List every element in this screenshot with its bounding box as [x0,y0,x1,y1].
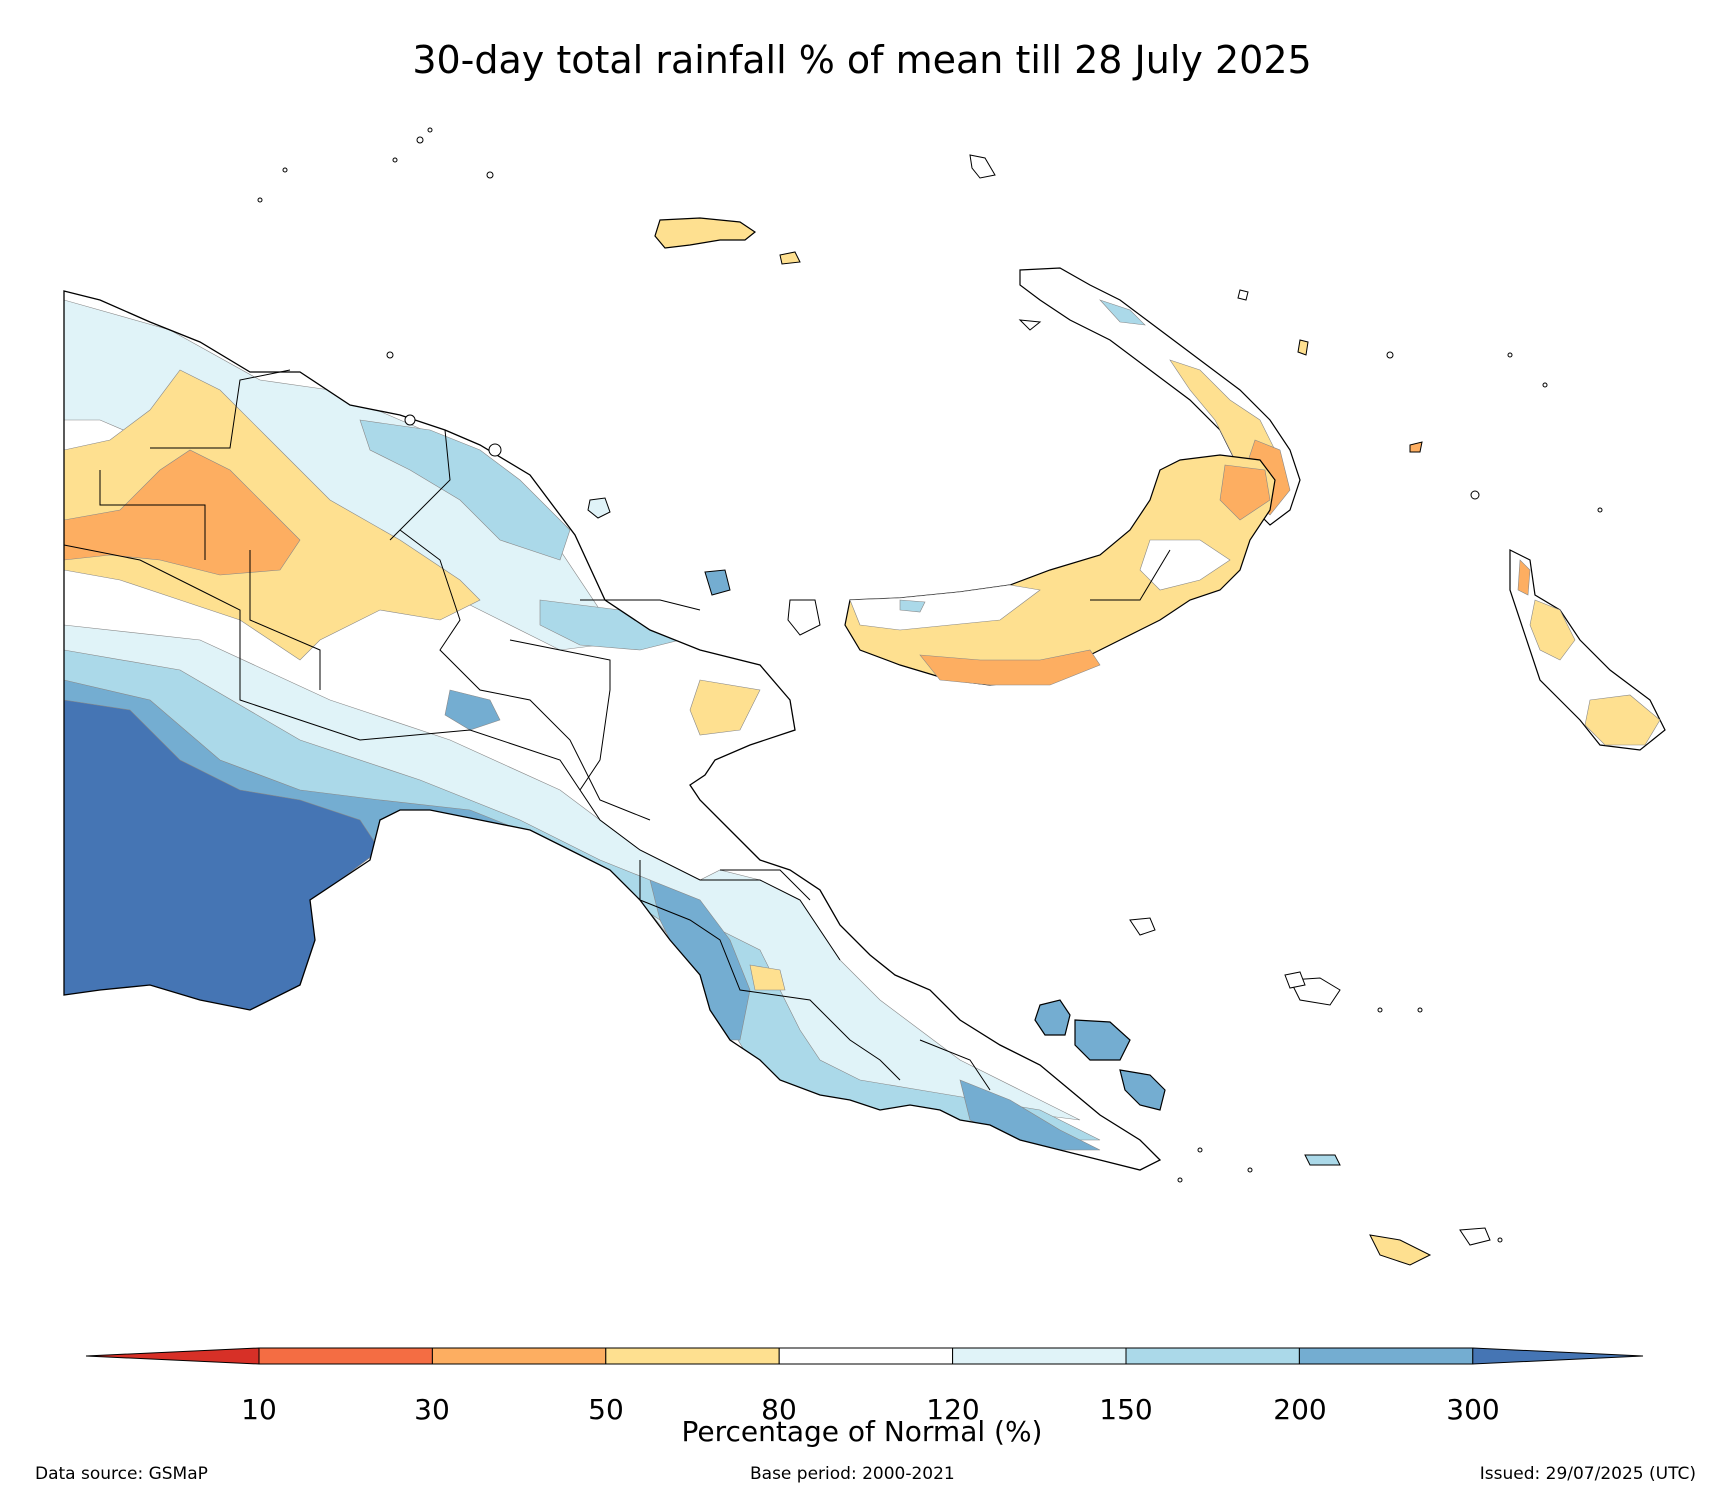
zone-30-50-west [64,449,301,576]
bougainville [1509,549,1666,751]
colorbar-segment [1298,1347,1474,1365]
zone-150-200-north [359,419,571,561]
mainland-coast [63,290,1162,1171]
colorbar-tick: 30 [414,1393,450,1426]
colorbar-tick: 80 [761,1393,797,1426]
colorbar-segment [1472,1347,1644,1365]
colorbar-tick: 200 [1273,1393,1327,1426]
colorbar-tick: 120 [926,1393,980,1426]
colorbar-tick: 50 [588,1393,624,1426]
colorbar-tick: 300 [1446,1393,1500,1426]
north-coast-islands [587,154,1423,989]
zone-50-80-oro [749,964,786,991]
colorbar [85,1347,1644,1365]
colorbar-segment [605,1347,780,1365]
data-source-note: Data source: GSMaP [35,1464,208,1484]
colorbar-tick: 10 [241,1393,277,1426]
zone-200-300-highlands [444,689,501,731]
colorbar-segment [952,1347,1127,1365]
colorbar-segment [431,1347,607,1365]
zone-50-80-madang [689,679,761,736]
base-period-note: Base period: 2000-2021 [750,1464,955,1484]
mainland-png [63,290,1162,1171]
colorbar-segment [258,1347,433,1365]
colorbar-label: Percentage of Normal (%) [681,1415,1043,1448]
small-islets [257,127,1603,1243]
dentrecasteaux-islands [1034,999,1166,1111]
rainfall-map [63,127,1666,1266]
province-boundaries [63,369,991,1091]
colorbar-segment [778,1347,954,1365]
manus-island [654,217,801,265]
colorbar-segment [85,1347,260,1365]
map-title: 30-day total rainfall % of mean till 28 … [412,38,1312,82]
colorbar-tick: 150 [1099,1393,1153,1426]
new-britain [844,454,1276,686]
issued-note: Issued: 29/07/2025 (UTC) [1479,1464,1696,1484]
louisiade-islands [1304,1154,1491,1266]
colorbar-segment [1125,1347,1300,1365]
